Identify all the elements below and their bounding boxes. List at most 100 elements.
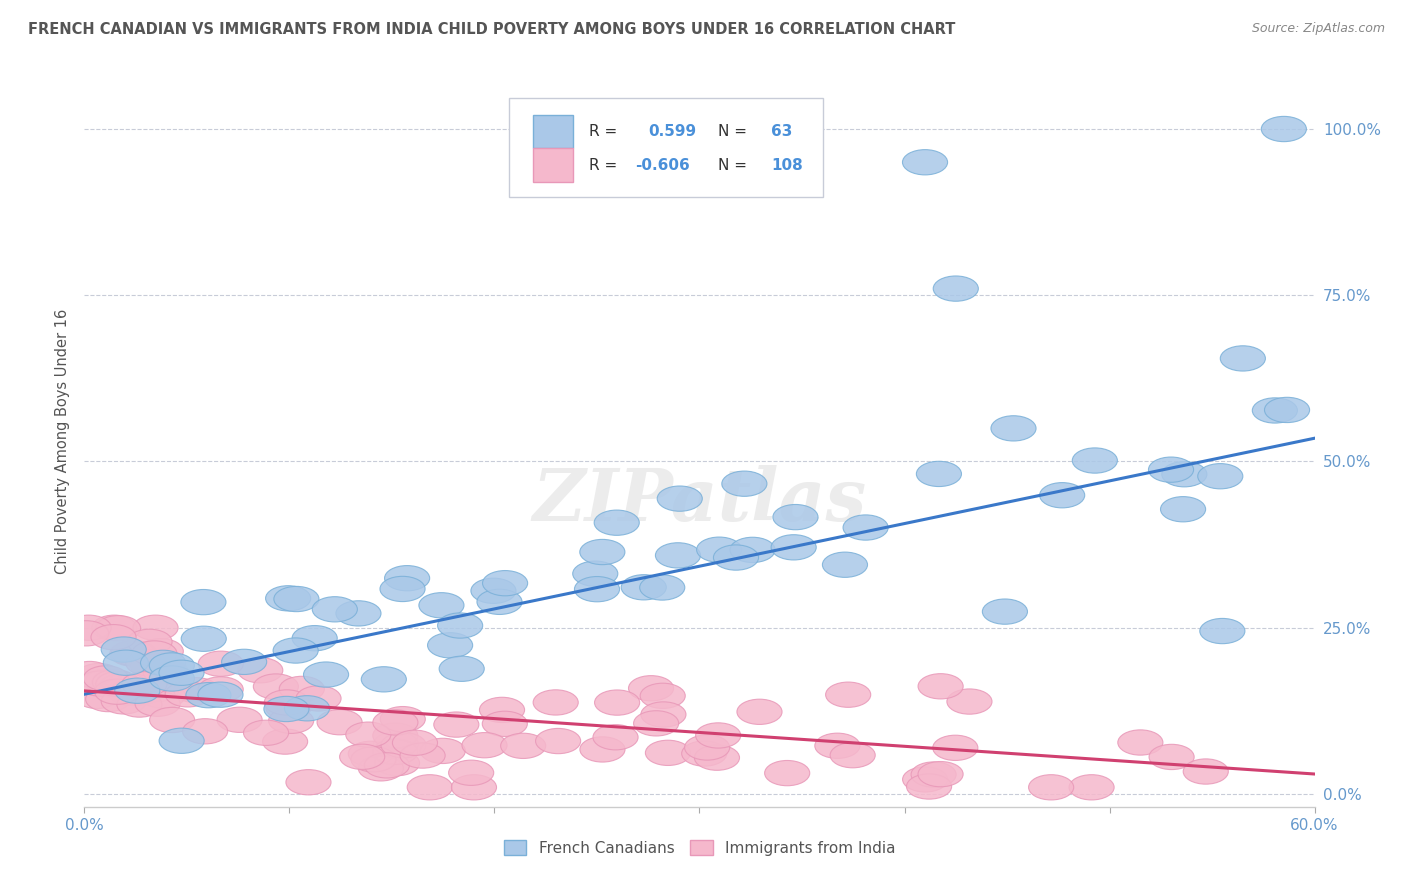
Ellipse shape xyxy=(907,774,952,799)
Text: Source: ZipAtlas.com: Source: ZipAtlas.com xyxy=(1251,22,1385,36)
Ellipse shape xyxy=(110,681,155,706)
Ellipse shape xyxy=(695,745,740,771)
Ellipse shape xyxy=(134,615,179,640)
Ellipse shape xyxy=(645,740,690,765)
Ellipse shape xyxy=(1253,398,1298,423)
Ellipse shape xyxy=(479,698,524,723)
Ellipse shape xyxy=(451,774,496,800)
Ellipse shape xyxy=(575,576,620,602)
Ellipse shape xyxy=(595,690,640,715)
Ellipse shape xyxy=(364,753,409,778)
Ellipse shape xyxy=(1264,397,1309,423)
Ellipse shape xyxy=(419,592,464,618)
Ellipse shape xyxy=(471,578,516,603)
Ellipse shape xyxy=(312,597,357,622)
Text: R =: R = xyxy=(589,124,617,139)
Ellipse shape xyxy=(273,638,318,663)
Ellipse shape xyxy=(401,743,446,768)
Legend: French Canadians, Immigrants from India: French Canadians, Immigrants from India xyxy=(498,834,901,862)
Ellipse shape xyxy=(159,660,204,685)
Ellipse shape xyxy=(374,731,419,756)
Ellipse shape xyxy=(1118,730,1163,756)
Ellipse shape xyxy=(96,672,141,697)
Ellipse shape xyxy=(264,697,309,722)
Ellipse shape xyxy=(903,767,948,792)
Ellipse shape xyxy=(501,733,546,758)
Ellipse shape xyxy=(138,639,183,664)
Ellipse shape xyxy=(165,681,211,707)
Ellipse shape xyxy=(730,537,775,563)
Ellipse shape xyxy=(217,707,262,732)
Ellipse shape xyxy=(352,747,396,772)
Ellipse shape xyxy=(830,742,875,768)
Ellipse shape xyxy=(482,571,527,596)
Ellipse shape xyxy=(198,682,243,707)
Ellipse shape xyxy=(1073,448,1118,473)
Ellipse shape xyxy=(773,505,818,530)
Ellipse shape xyxy=(84,669,129,694)
Ellipse shape xyxy=(284,696,329,721)
Ellipse shape xyxy=(427,632,472,658)
Text: R =: R = xyxy=(589,158,617,172)
Ellipse shape xyxy=(94,679,139,705)
Ellipse shape xyxy=(373,710,418,735)
Ellipse shape xyxy=(67,661,112,687)
Ellipse shape xyxy=(269,708,314,733)
Ellipse shape xyxy=(66,615,111,640)
Ellipse shape xyxy=(238,657,283,683)
Ellipse shape xyxy=(579,737,626,762)
Ellipse shape xyxy=(159,728,204,754)
Ellipse shape xyxy=(420,739,465,764)
Ellipse shape xyxy=(181,626,226,651)
Ellipse shape xyxy=(336,600,381,626)
Text: N =: N = xyxy=(718,158,747,172)
Ellipse shape xyxy=(463,732,508,758)
Ellipse shape xyxy=(304,662,349,687)
Ellipse shape xyxy=(628,675,673,701)
Ellipse shape xyxy=(770,534,817,560)
Ellipse shape xyxy=(76,664,121,689)
Ellipse shape xyxy=(149,653,194,678)
Ellipse shape xyxy=(103,650,149,675)
Text: 108: 108 xyxy=(770,158,803,172)
Ellipse shape xyxy=(579,540,624,565)
Ellipse shape xyxy=(1029,774,1074,800)
Ellipse shape xyxy=(125,650,172,675)
Ellipse shape xyxy=(408,774,453,800)
Ellipse shape xyxy=(183,719,228,744)
Ellipse shape xyxy=(621,574,666,600)
Ellipse shape xyxy=(536,729,581,754)
Ellipse shape xyxy=(1220,346,1265,371)
Text: N =: N = xyxy=(718,124,747,139)
Ellipse shape xyxy=(198,677,243,702)
Ellipse shape xyxy=(477,590,522,615)
Ellipse shape xyxy=(991,416,1036,441)
Text: 0.599: 0.599 xyxy=(648,124,696,139)
Ellipse shape xyxy=(685,735,730,760)
Ellipse shape xyxy=(118,680,163,705)
Ellipse shape xyxy=(186,682,231,707)
Ellipse shape xyxy=(93,670,138,695)
Ellipse shape xyxy=(132,640,177,666)
Ellipse shape xyxy=(91,624,136,649)
Ellipse shape xyxy=(1161,461,1206,487)
Ellipse shape xyxy=(1199,618,1244,644)
Ellipse shape xyxy=(434,712,479,737)
Ellipse shape xyxy=(696,537,742,562)
Ellipse shape xyxy=(359,756,404,781)
Ellipse shape xyxy=(392,731,437,756)
Ellipse shape xyxy=(437,613,482,638)
Ellipse shape xyxy=(75,683,120,708)
Ellipse shape xyxy=(918,762,963,787)
Text: -0.606: -0.606 xyxy=(636,158,690,172)
Ellipse shape xyxy=(264,690,309,715)
Ellipse shape xyxy=(1149,457,1194,483)
Ellipse shape xyxy=(340,744,385,770)
Ellipse shape xyxy=(983,599,1028,624)
Ellipse shape xyxy=(373,739,418,764)
Ellipse shape xyxy=(198,651,243,676)
Ellipse shape xyxy=(825,682,870,707)
Ellipse shape xyxy=(449,760,494,785)
Ellipse shape xyxy=(917,461,962,486)
Ellipse shape xyxy=(1149,744,1194,770)
